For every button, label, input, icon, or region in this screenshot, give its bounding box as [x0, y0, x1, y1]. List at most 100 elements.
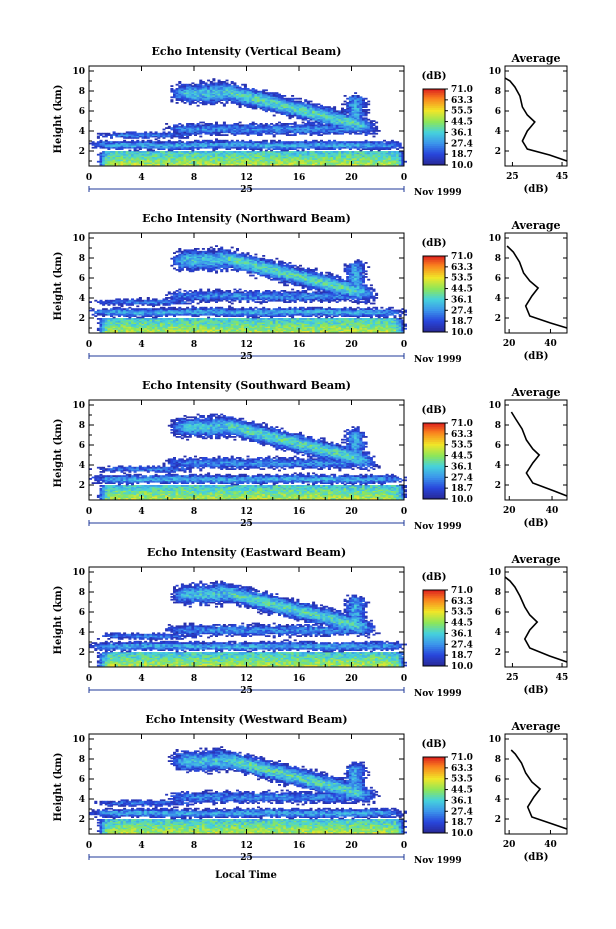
heatmap-cell [233, 83, 237, 86]
heatmap-cell [131, 146, 134, 149]
heatmap-cell [249, 163, 253, 166]
heatmap-cell [201, 318, 205, 320]
heatmap-cell [215, 144, 218, 146]
heatmap-cell [225, 163, 229, 166]
heatmap-cell [152, 132, 155, 135]
y-tick-label: 10 [72, 67, 85, 77]
heatmap-cell [167, 131, 171, 134]
heatmap-cell [243, 153, 247, 156]
heatmap-cell [249, 96, 253, 99]
heatmap-cell [188, 124, 192, 127]
heatmap-cell [304, 151, 308, 153]
heatmap-cell [222, 162, 226, 164]
heatmap-cell [188, 134, 192, 136]
heatmap-cell [243, 102, 247, 104]
heatmap-cell [154, 153, 158, 156]
heatmap-cell [243, 152, 247, 155]
y-tick-label: 2 [79, 147, 85, 157]
heatmap-cell [120, 156, 124, 159]
heatmap-cell [165, 141, 169, 143]
heatmap-cell [209, 102, 213, 104]
heatmap-cell [196, 152, 200, 155]
heatmap-cell [191, 86, 195, 89]
heatmap-cell [215, 128, 218, 131]
heatmap-cell [104, 158, 108, 160]
heatmap-cell [188, 93, 192, 96]
heatmap-cell [196, 128, 200, 131]
heatmap-cell [220, 155, 224, 157]
heatmap-cell [175, 124, 179, 127]
heatmap-cell [91, 146, 95, 149]
heatmap-cell [112, 163, 116, 166]
heatmap-cell [162, 155, 166, 157]
heatmap-cell [152, 156, 155, 159]
heatmap-cell [207, 158, 211, 160]
heatmap-cell [180, 292, 184, 295]
heatmap-cell [217, 82, 221, 85]
heatmap-cell [243, 127, 247, 129]
heatmap-cell [204, 156, 208, 159]
heatmap-cell [254, 89, 258, 92]
heatmap-cell [194, 96, 197, 99]
heatmap-cell [162, 153, 166, 156]
heatmap-cell [270, 99, 274, 101]
heatmap-cell [170, 100, 174, 103]
heatmap-cell [257, 162, 260, 164]
heatmap-cell [191, 99, 195, 101]
heatmap-cell [180, 318, 184, 320]
heatmap-cell [220, 145, 224, 148]
heatmap-cell [120, 158, 124, 160]
heatmap-cell [178, 135, 182, 138]
heatmap-cell [215, 162, 218, 164]
heatmap-cell [199, 89, 203, 92]
heatmap-cell [220, 102, 224, 104]
y-tick-label: 8 [79, 87, 85, 97]
heatmap-cell [270, 132, 274, 135]
heatmap-cell [309, 103, 313, 106]
heatmap-cell [183, 99, 187, 101]
heatmap-cell [254, 151, 258, 153]
heatmap-cell [128, 309, 132, 312]
heatmap-cell [196, 291, 200, 294]
heatmap-cell [115, 144, 119, 146]
heatmap-cell [170, 163, 174, 166]
heatmap-cell [215, 141, 218, 143]
heatmap-cell [233, 102, 237, 104]
heatmap-cell [236, 95, 239, 97]
heatmap-cell [183, 85, 187, 87]
heatmap-cell [204, 86, 208, 89]
heatmap-cell [167, 127, 171, 129]
heatmap-cell [267, 142, 271, 145]
heatmap-cell [199, 162, 203, 164]
heatmap-cell [186, 100, 190, 103]
heatmap-cell [170, 295, 174, 298]
heatmap-cell [144, 159, 148, 162]
heatmap-cell [180, 90, 184, 93]
heatmap-cell [170, 99, 174, 101]
heatmap-cell [262, 102, 266, 104]
heatmap-cell [222, 95, 226, 97]
heatmap-cell [146, 153, 150, 156]
heatmap-cell [275, 160, 279, 163]
heatmap-cell [246, 144, 250, 146]
heatmap-cell [175, 88, 179, 90]
heatmap-cell [173, 128, 176, 131]
heatmap-cell [217, 89, 221, 92]
heatmap-cell [325, 141, 329, 143]
heatmap-cell [278, 151, 281, 153]
heatmap-cell [149, 163, 153, 166]
heatmap-cell [238, 131, 242, 134]
heatmap-cell [167, 160, 171, 163]
heatmap-cell [183, 145, 187, 148]
heatmap-cell [301, 141, 305, 143]
heatmap-cell [257, 163, 260, 166]
heatmap-cell [183, 152, 187, 155]
heatmap-cell [212, 128, 216, 131]
heatmap-cell [180, 151, 184, 153]
heatmap-cell [230, 124, 234, 127]
heatmap-cell [222, 86, 226, 89]
heatmap-cell [217, 86, 221, 89]
heatmap-cell [149, 152, 153, 155]
heatmap-cell [238, 121, 242, 124]
heatmap-cell [199, 151, 203, 153]
